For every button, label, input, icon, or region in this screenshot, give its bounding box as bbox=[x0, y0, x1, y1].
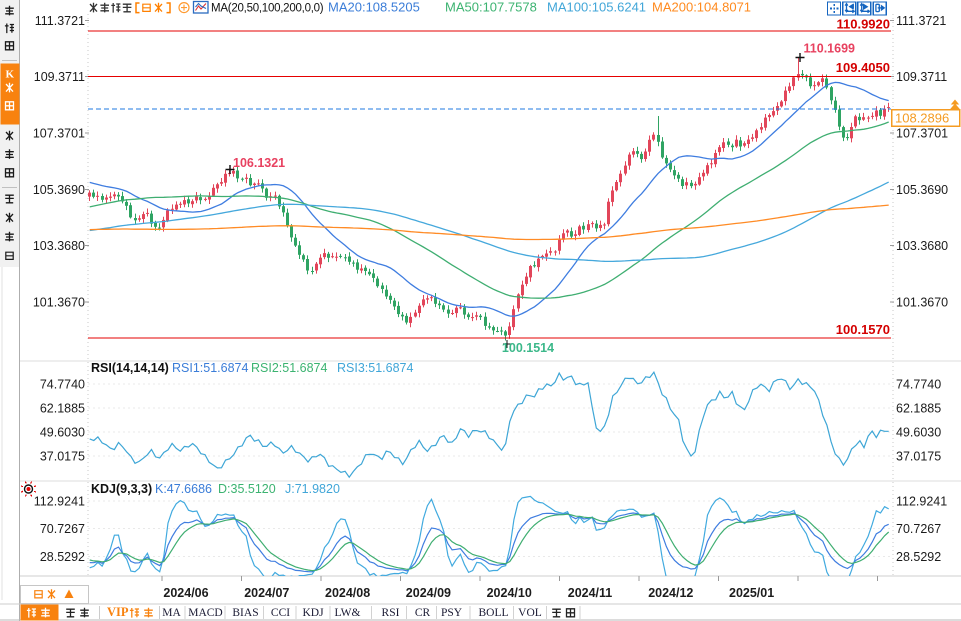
svg-text:KDJ: KDJ bbox=[302, 607, 324, 619]
svg-text:BOLL: BOLL bbox=[478, 607, 508, 619]
svg-text:K:47.6686: K:47.6686 bbox=[155, 482, 212, 496]
svg-text:37.0175: 37.0175 bbox=[896, 450, 941, 464]
svg-text:62.1885: 62.1885 bbox=[896, 402, 941, 416]
svg-text:2025/01: 2025/01 bbox=[729, 586, 774, 600]
svg-text:107.3701: 107.3701 bbox=[33, 126, 85, 140]
svg-text:PSY: PSY bbox=[441, 607, 463, 619]
svg-text:106.1321: 106.1321 bbox=[233, 156, 285, 170]
svg-text:K: K bbox=[6, 69, 15, 81]
svg-text:MA(20,50,100,200,0,0): MA(20,50,100,200,0,0) bbox=[211, 3, 324, 15]
svg-text:RSI1:51.6874: RSI1:51.6874 bbox=[172, 361, 248, 375]
svg-text:BIAS: BIAS bbox=[232, 607, 258, 619]
svg-text:LW&: LW& bbox=[335, 607, 361, 619]
svg-text:103.3680: 103.3680 bbox=[896, 239, 948, 253]
svg-text:MACD: MACD bbox=[188, 607, 223, 619]
svg-text:CCI: CCI bbox=[271, 607, 290, 619]
svg-text:28.5292: 28.5292 bbox=[40, 550, 85, 564]
svg-text:105.3690: 105.3690 bbox=[33, 183, 85, 197]
svg-text:49.6030: 49.6030 bbox=[40, 426, 85, 440]
svg-text:CR: CR bbox=[415, 607, 431, 619]
svg-text:RSI3:51.6874: RSI3:51.6874 bbox=[337, 361, 413, 375]
svg-text:101.3670: 101.3670 bbox=[33, 295, 85, 309]
svg-text:2024/12: 2024/12 bbox=[648, 586, 693, 600]
svg-text:2024/07: 2024/07 bbox=[244, 586, 289, 600]
svg-text:RSI2:51.6874: RSI2:51.6874 bbox=[251, 361, 327, 375]
svg-text:109.3711: 109.3711 bbox=[34, 70, 85, 84]
svg-text:100.1514: 100.1514 bbox=[502, 341, 554, 355]
svg-text:101.3670: 101.3670 bbox=[896, 295, 948, 309]
svg-text:70.7267: 70.7267 bbox=[896, 522, 941, 536]
svg-text:2024/08: 2024/08 bbox=[325, 586, 370, 600]
svg-text:37.0175: 37.0175 bbox=[40, 450, 85, 464]
svg-text:2024/10: 2024/10 bbox=[487, 586, 532, 600]
svg-text:VOL: VOL bbox=[518, 607, 542, 619]
svg-text:110.1699: 110.1699 bbox=[804, 42, 855, 56]
svg-text:KDJ(9,3,3): KDJ(9,3,3) bbox=[91, 482, 152, 496]
svg-text:MA100:105.6241: MA100:105.6241 bbox=[547, 0, 646, 15]
svg-text:J:71.9820: J:71.9820 bbox=[285, 482, 340, 496]
svg-text:109.4050: 109.4050 bbox=[836, 60, 890, 75]
svg-text:111.3721: 111.3721 bbox=[896, 14, 946, 28]
svg-text:MA: MA bbox=[162, 607, 181, 619]
svg-text:MA200:104.8071: MA200:104.8071 bbox=[652, 0, 751, 15]
svg-text:RSI: RSI bbox=[382, 607, 400, 619]
svg-text:108.2896: 108.2896 bbox=[895, 111, 949, 126]
svg-text:2024/09: 2024/09 bbox=[406, 586, 451, 600]
svg-text:2024/06: 2024/06 bbox=[163, 586, 208, 600]
svg-text:RSI(14,14,14): RSI(14,14,14) bbox=[91, 361, 169, 375]
svg-text:105.3690: 105.3690 bbox=[896, 183, 948, 197]
svg-text:62.1885: 62.1885 bbox=[40, 402, 85, 416]
svg-text:103.3680: 103.3680 bbox=[33, 239, 85, 253]
svg-text:28.5292: 28.5292 bbox=[896, 550, 941, 564]
svg-text:110.9920: 110.9920 bbox=[836, 17, 890, 32]
svg-text:107.3701: 107.3701 bbox=[896, 126, 948, 140]
svg-text:74.7740: 74.7740 bbox=[40, 378, 85, 392]
svg-text:112.9241: 112.9241 bbox=[34, 495, 85, 509]
svg-text:112.9241: 112.9241 bbox=[896, 495, 947, 509]
svg-text:2024/11: 2024/11 bbox=[568, 586, 613, 600]
svg-text:111.3721: 111.3721 bbox=[35, 14, 85, 28]
svg-text:MA20:108.5205: MA20:108.5205 bbox=[328, 0, 420, 15]
svg-text:D:35.5120: D:35.5120 bbox=[218, 482, 276, 496]
svg-text:109.3711: 109.3711 bbox=[896, 70, 947, 84]
svg-text:MA50:107.7578: MA50:107.7578 bbox=[445, 0, 537, 15]
svg-text:VIP: VIP bbox=[107, 605, 129, 619]
svg-text:49.6030: 49.6030 bbox=[896, 426, 941, 440]
svg-text:74.7740: 74.7740 bbox=[896, 378, 941, 392]
svg-text:100.1570: 100.1570 bbox=[836, 322, 890, 337]
svg-text:70.7267: 70.7267 bbox=[40, 522, 85, 536]
